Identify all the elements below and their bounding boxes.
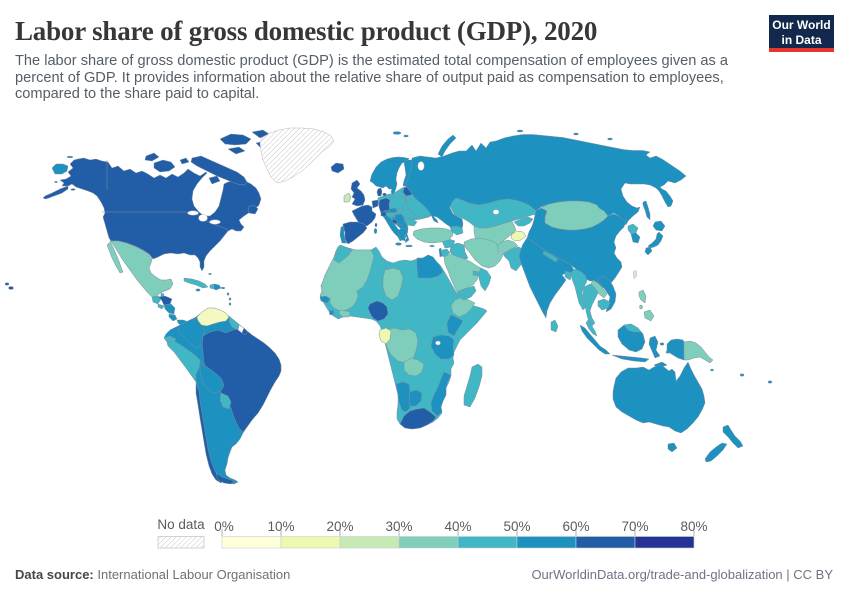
svg-text:10%: 10% [267, 519, 294, 534]
svg-text:No data: No data [157, 517, 205, 532]
svg-text:60%: 60% [562, 519, 589, 534]
svg-text:80%: 80% [680, 519, 707, 534]
svg-text:70%: 70% [621, 519, 648, 534]
svg-text:30%: 30% [385, 519, 412, 534]
svg-text:50%: 50% [503, 519, 530, 534]
svg-text:20%: 20% [326, 519, 353, 534]
svg-text:0%: 0% [214, 519, 234, 534]
svg-text:40%: 40% [444, 519, 471, 534]
